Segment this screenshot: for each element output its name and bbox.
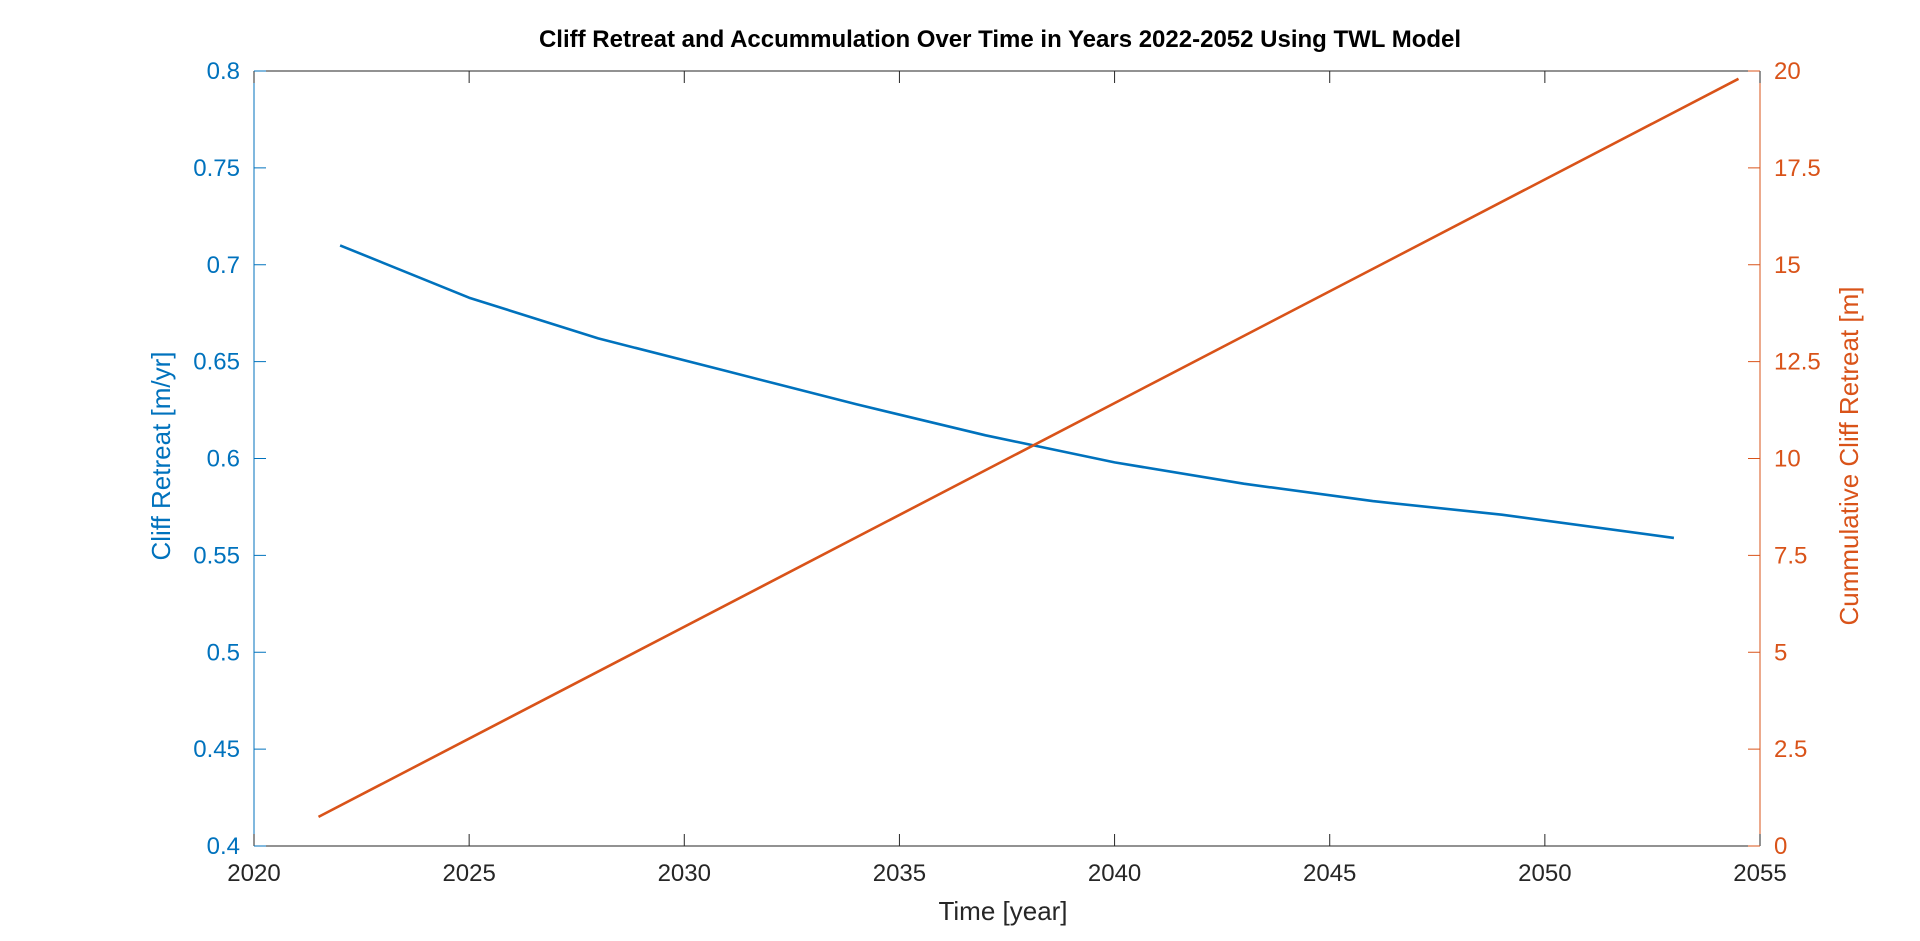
y-axis-left-label: Cliff Retreat [m/yr] xyxy=(146,351,176,560)
y-right-tick-label: 0 xyxy=(1774,833,1787,860)
chart-title: Cliff Retreat and Accummulation Over Tim… xyxy=(539,26,1461,53)
y-left-tick-label: 0.5 xyxy=(207,639,240,666)
y-right-tick-label: 15 xyxy=(1774,252,1801,279)
y-right-tick-label: 17.5 xyxy=(1774,155,1821,182)
y-left-tick-label: 0.45 xyxy=(193,736,240,763)
series-group xyxy=(317,77,1740,819)
x-tick-label: 2030 xyxy=(658,860,711,887)
y-left-tick-label: 0.55 xyxy=(193,542,240,569)
x-axis: 2020 2025 2030 2035 2040 2045 2050 2055 xyxy=(227,71,1787,887)
y-right-tick-label: 2.5 xyxy=(1774,736,1807,763)
x-tick-label: 2055 xyxy=(1733,860,1786,887)
x-tick-label: 2025 xyxy=(442,860,495,887)
y-axis-left: 0.4 0.45 0.5 0.55 0.6 0.65 0.7 0.75 0.8 xyxy=(193,58,266,860)
y-axis-right: 0 2.5 5 7.5 10 12.5 15 17.5 20 xyxy=(1748,58,1821,860)
cumulative-retreat-line xyxy=(317,77,1740,819)
retreat-rate-line xyxy=(339,244,1675,540)
y-left-tick-label: 0.7 xyxy=(207,252,240,279)
y-right-tick-label: 12.5 xyxy=(1774,349,1821,376)
y-left-tick-label: 0.4 xyxy=(207,833,240,860)
x-tick-label: 2040 xyxy=(1088,860,1141,887)
y-left-tick-label: 0.6 xyxy=(207,446,240,473)
y-right-tick-label: 5 xyxy=(1774,639,1787,666)
x-tick-label: 2045 xyxy=(1303,860,1356,887)
y-left-tick-label: 0.65 xyxy=(193,349,240,376)
y-left-tick-label: 0.75 xyxy=(193,155,240,182)
x-tick-label: 2035 xyxy=(873,860,926,887)
y-axis-right-label: Cummulative Cliff Retreat [m] xyxy=(1834,286,1864,625)
x-axis-label: Time [year] xyxy=(938,896,1067,926)
y-right-tick-label: 20 xyxy=(1774,58,1801,85)
x-tick-label: 2050 xyxy=(1518,860,1571,887)
y-right-tick-label: 10 xyxy=(1774,446,1801,473)
y-right-tick-label: 7.5 xyxy=(1774,542,1807,569)
x-tick-label: 2020 xyxy=(227,860,280,887)
y-left-tick-label: 0.8 xyxy=(207,58,240,85)
